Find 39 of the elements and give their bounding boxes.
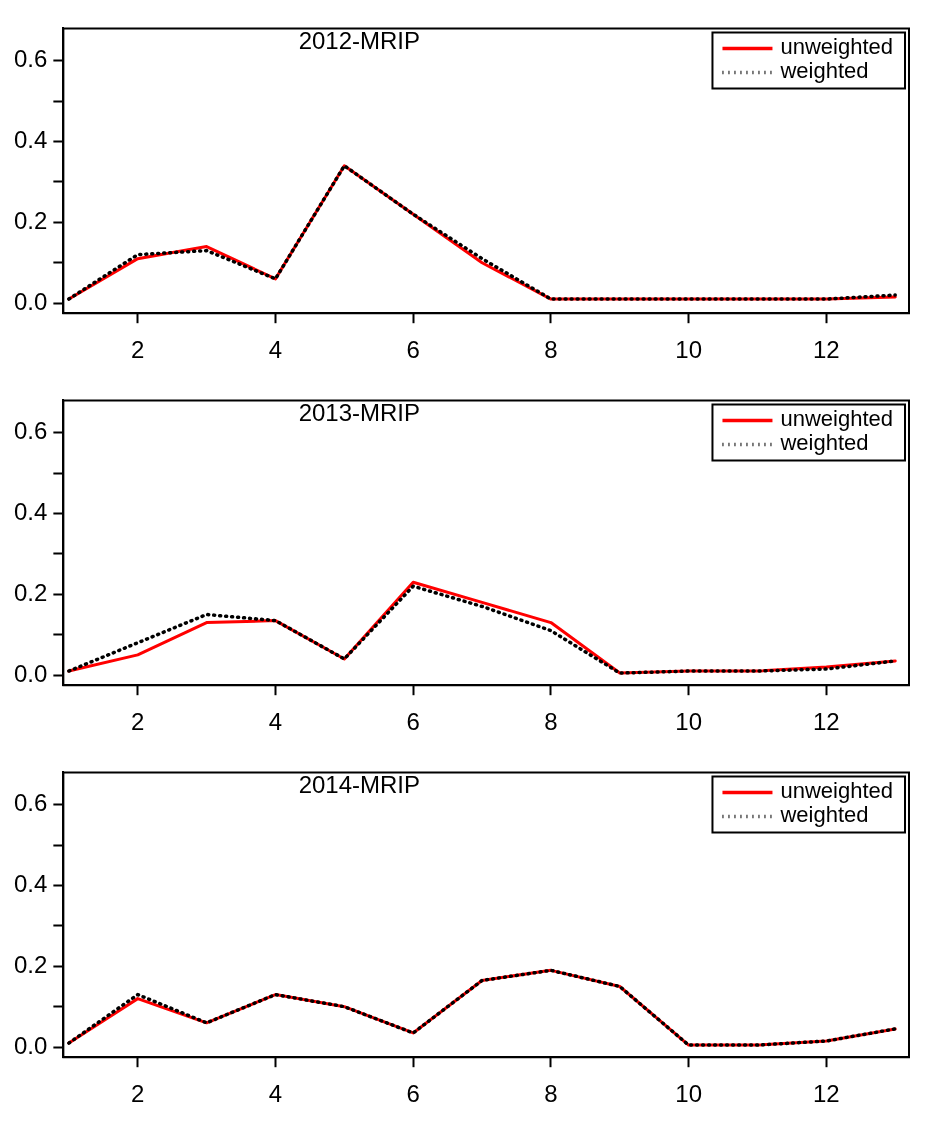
y-tick-label: 0.2 bbox=[13, 578, 48, 606]
x-tick-label: 6 bbox=[406, 708, 420, 736]
legend-label: unweighted bbox=[780, 406, 894, 432]
x-tick-label: 8 bbox=[544, 1080, 558, 1108]
legend-label: weighted bbox=[779, 430, 869, 456]
y-tick-label: 0.0 bbox=[13, 1031, 48, 1059]
x-tick-label: 2 bbox=[131, 708, 145, 736]
y-tick-label: 0.2 bbox=[13, 950, 48, 978]
legend-label: unweighted bbox=[780, 778, 894, 804]
y-tick-label: 0.6 bbox=[13, 45, 48, 73]
x-tick-label: 12 bbox=[813, 1080, 840, 1108]
legend-label: weighted bbox=[779, 802, 869, 828]
x-tick-label: 6 bbox=[406, 336, 420, 364]
x-tick-label: 10 bbox=[675, 708, 702, 736]
chart-title: 2012-MRIP bbox=[298, 27, 421, 55]
y-tick-label: 0.6 bbox=[13, 789, 48, 817]
y-tick-label: 0.4 bbox=[13, 126, 48, 154]
x-tick-label: 2 bbox=[131, 1080, 145, 1108]
x-tick-label: 12 bbox=[813, 708, 840, 736]
x-tick-label: 6 bbox=[406, 1080, 420, 1108]
y-tick-label: 0.2 bbox=[13, 206, 48, 234]
legend-label: unweighted bbox=[780, 34, 894, 60]
y-tick-label: 0.0 bbox=[13, 287, 48, 315]
x-tick-label: 4 bbox=[268, 1080, 283, 1108]
x-tick-label: 8 bbox=[544, 336, 558, 364]
x-tick-label: 4 bbox=[268, 336, 283, 364]
y-tick-label: 0.6 bbox=[13, 417, 48, 445]
legend-label: weighted bbox=[779, 58, 869, 84]
x-tick-label: 10 bbox=[675, 1080, 702, 1108]
chart-title: 2013-MRIP bbox=[298, 399, 421, 427]
y-tick-label: 0.0 bbox=[13, 659, 48, 687]
x-tick-label: 4 bbox=[268, 708, 283, 736]
x-tick-label: 8 bbox=[544, 708, 558, 736]
chart-title: 2014-MRIP bbox=[298, 771, 421, 799]
x-tick-label: 2 bbox=[131, 336, 145, 364]
x-tick-label: 10 bbox=[675, 336, 702, 364]
y-tick-label: 0.4 bbox=[13, 498, 48, 526]
y-tick-label: 0.4 bbox=[13, 870, 48, 898]
x-tick-label: 12 bbox=[813, 336, 840, 364]
